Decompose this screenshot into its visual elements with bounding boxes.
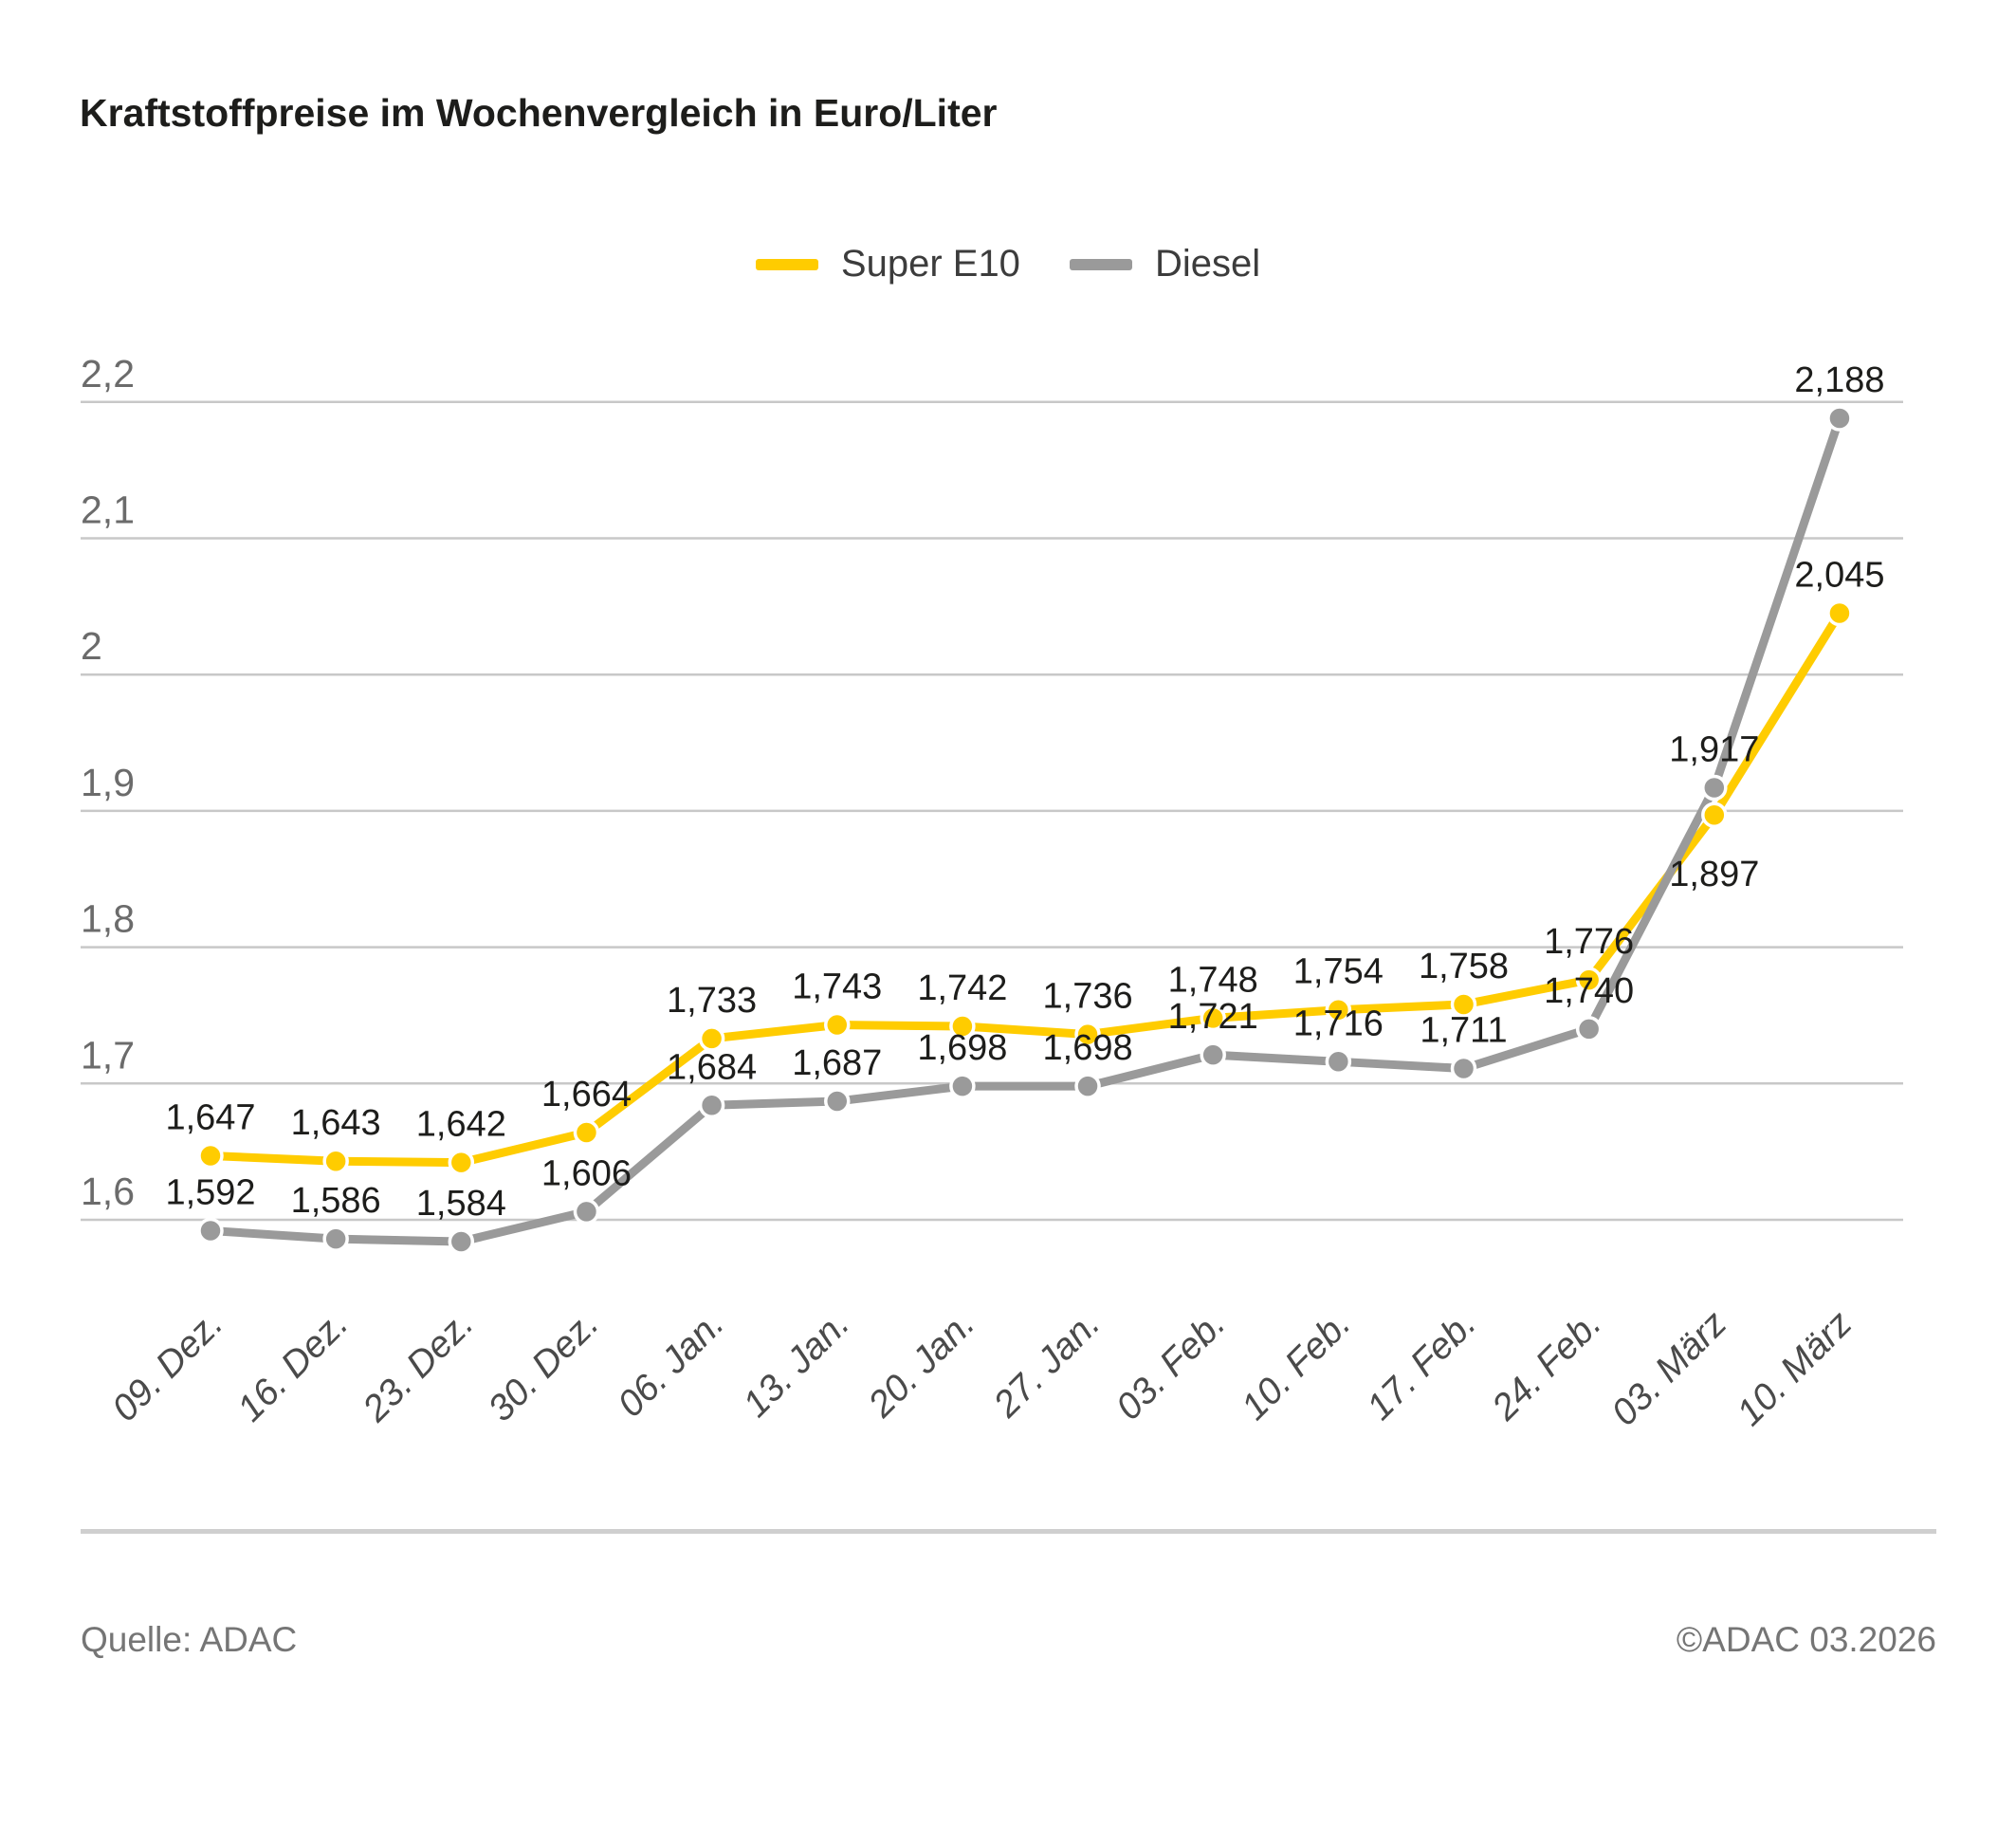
data-point-label: 1,684 bbox=[667, 1047, 757, 1087]
source-text: Quelle: ADAC bbox=[81, 1620, 298, 1659]
data-point-label: 1,754 bbox=[1293, 952, 1384, 992]
y-tick-label: 1,6 bbox=[81, 1170, 135, 1213]
data-point-label: 1,584 bbox=[416, 1184, 506, 1224]
x-tick-label: 16. Dez. bbox=[229, 1303, 356, 1429]
x-tick-label: 09. Dez. bbox=[104, 1303, 230, 1429]
x-tick-label: 20. Jan. bbox=[860, 1303, 982, 1426]
data-point-label: 1,721 bbox=[1168, 997, 1258, 1037]
x-tick-label: 06. Jan. bbox=[610, 1303, 732, 1426]
data-point bbox=[1575, 1016, 1603, 1042]
data-point bbox=[949, 1073, 976, 1099]
data-point-label: 1,776 bbox=[1544, 922, 1634, 962]
super-e10-swatch bbox=[755, 258, 818, 270]
x-tick-label: 10. Feb. bbox=[1234, 1303, 1359, 1428]
data-point bbox=[1826, 599, 1853, 627]
data-point-label: 1,917 bbox=[1669, 729, 1759, 769]
data-point-label: 2,045 bbox=[1794, 556, 1884, 596]
y-tick-label: 1,8 bbox=[81, 897, 135, 941]
y-tick-label: 2 bbox=[81, 624, 102, 668]
data-point bbox=[1450, 991, 1477, 1018]
y-tick-label: 2,1 bbox=[81, 488, 135, 532]
data-point-label: 2,188 bbox=[1794, 360, 1884, 400]
data-point bbox=[1074, 1073, 1101, 1099]
data-point bbox=[573, 1198, 600, 1225]
data-point bbox=[949, 1013, 976, 1040]
data-point bbox=[698, 1025, 725, 1052]
data-point bbox=[1074, 1021, 1101, 1048]
data-point-label: 1,643 bbox=[291, 1103, 381, 1143]
data-point-label: 1,586 bbox=[291, 1181, 381, 1221]
data-point bbox=[197, 1217, 224, 1244]
data-point-label: 1,758 bbox=[1419, 947, 1509, 986]
series-line-diesel bbox=[206, 414, 1844, 1246]
x-tick-label: 03. Feb. bbox=[1109, 1303, 1234, 1428]
x-tick-label: 13. Jan. bbox=[736, 1303, 858, 1426]
data-point-label: 1,592 bbox=[165, 1172, 255, 1212]
series-line-super-e10 bbox=[206, 609, 1844, 1168]
x-tick-label: 23. Dez. bbox=[355, 1303, 482, 1430]
data-point-label: 1,642 bbox=[416, 1105, 506, 1145]
data-point bbox=[322, 1148, 349, 1174]
y-tick-label: 1,9 bbox=[81, 761, 135, 804]
y-tick-label: 1,7 bbox=[81, 1033, 135, 1077]
chart-legend: Super E10 Diesel bbox=[0, 243, 2016, 286]
data-point-label: 1,743 bbox=[792, 967, 882, 1007]
data-point-label: 1,740 bbox=[1544, 971, 1634, 1011]
chart-footer: Quelle: ADAC ©ADAC 03.2026 bbox=[81, 1620, 1936, 1660]
legend-item-super-e10: Super E10 bbox=[755, 243, 1020, 286]
x-tick-label: 24. Feb. bbox=[1484, 1303, 1609, 1428]
data-point bbox=[1200, 1004, 1226, 1032]
data-point-label: 1,647 bbox=[165, 1097, 255, 1137]
data-point bbox=[1701, 801, 1728, 828]
x-tick-label: 03. März bbox=[1604, 1303, 1734, 1434]
data-point-label: 1,698 bbox=[1043, 1028, 1133, 1068]
data-point bbox=[824, 1088, 851, 1115]
x-tick-label: 27. Jan. bbox=[985, 1303, 1108, 1426]
chart-title: Kraftstoffpreise im Wochenvergleich in E… bbox=[80, 91, 998, 135]
data-point bbox=[448, 1149, 475, 1176]
data-point bbox=[197, 1142, 224, 1170]
data-point bbox=[1826, 405, 1853, 432]
data-point-label: 1,698 bbox=[917, 1028, 1007, 1068]
data-point bbox=[573, 1119, 600, 1146]
data-point-label: 1,664 bbox=[541, 1075, 632, 1115]
x-tick-label: 10. März bbox=[1730, 1303, 1860, 1434]
diesel-swatch bbox=[1069, 258, 1132, 270]
data-point bbox=[322, 1225, 349, 1252]
y-tick-label: 2,2 bbox=[81, 352, 135, 396]
data-point bbox=[448, 1228, 475, 1255]
legend-label-super-e10: Super E10 bbox=[840, 243, 1020, 285]
data-point bbox=[1200, 1041, 1226, 1068]
data-point-label: 1,733 bbox=[667, 981, 757, 1021]
data-point-label: 1,711 bbox=[1420, 1010, 1507, 1050]
data-point-label: 1,748 bbox=[1168, 960, 1258, 1000]
footer-divider bbox=[81, 1529, 1936, 1534]
data-point bbox=[1325, 1048, 1352, 1076]
data-point-label: 1,736 bbox=[1043, 977, 1133, 1017]
legend-label-diesel: Diesel bbox=[1154, 243, 1261, 285]
data-point bbox=[1701, 774, 1728, 801]
data-point-label: 1,687 bbox=[792, 1043, 882, 1083]
data-point-label: 1,606 bbox=[541, 1153, 632, 1193]
data-point bbox=[1325, 996, 1352, 1023]
copyright-text: ©ADAC 03.2026 bbox=[1676, 1620, 1936, 1659]
data-point bbox=[1450, 1055, 1477, 1082]
x-tick-label: 30. Dez. bbox=[481, 1303, 607, 1429]
x-tick-label: 17. Feb. bbox=[1359, 1303, 1484, 1428]
data-point bbox=[698, 1092, 725, 1119]
data-point-label: 1,897 bbox=[1669, 855, 1759, 894]
data-point bbox=[824, 1011, 851, 1039]
data-point-label: 1,716 bbox=[1293, 1004, 1384, 1043]
legend-item-diesel: Diesel bbox=[1069, 243, 1261, 286]
data-point-label: 1,742 bbox=[917, 968, 1007, 1008]
data-point bbox=[1575, 967, 1603, 993]
